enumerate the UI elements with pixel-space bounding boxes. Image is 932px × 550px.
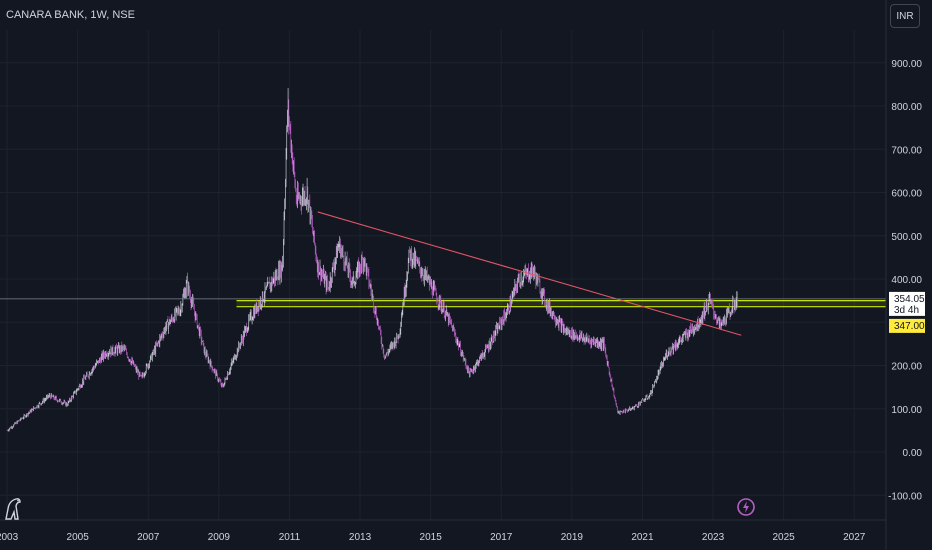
y-tick-label: 400.00 <box>891 275 922 286</box>
current-price-tag <box>889 291 925 316</box>
y-tick-label: 700.00 <box>891 145 922 156</box>
time-axis[interactable]: 2003 2005 2007 2009 2011 2013 2015 2017 2019 2021… <box>0 519 886 543</box>
trendline-segment[interactable] <box>317 211 742 336</box>
y-tick-label: 200.00 <box>891 362 922 373</box>
lightning-icon[interactable] <box>737 498 755 516</box>
chart-grid <box>0 30 886 520</box>
level-price-text: 347.00 <box>894 321 925 332</box>
zone-fill <box>236 300 886 307</box>
x-tick-label: 2015 <box>420 532 443 543</box>
symbol-title[interactable]: CANARA BANK, 1W, NSE <box>6 9 135 21</box>
x-tick-label: 2011 <box>279 532 301 543</box>
tradingview-logo-icon[interactable] <box>5 498 21 520</box>
currency-button[interactable]: INR <box>890 4 920 28</box>
y-tick-label: -100.00 <box>888 491 922 502</box>
x-tick-label: 2023 <box>702 532 725 543</box>
price-axis[interactable]: 900.00800.00700.00600.00500.00400.00300.… <box>885 0 923 550</box>
x-tick-label: 2017 <box>490 532 513 543</box>
x-tick-label: 2013 <box>349 532 372 543</box>
x-tick-label: 2003 <box>0 532 19 543</box>
current-price-text: 354.05 <box>894 294 925 305</box>
candlestick-series <box>6 88 738 432</box>
x-tick-label: 2021 <box>631 532 654 543</box>
x-tick-label: 2005 <box>67 532 90 543</box>
y-tick-label: 800.00 <box>891 102 922 113</box>
y-tick-label: 600.00 <box>891 189 922 200</box>
x-tick-label: 2027 <box>843 532 866 543</box>
x-tick-label: 2025 <box>773 532 796 543</box>
y-tick-label: 100.00 <box>891 405 922 416</box>
countdown-text: 3d 4h <box>894 305 919 316</box>
level-price-tag <box>889 318 925 333</box>
x-tick-label: 2019 <box>561 532 584 543</box>
y-tick-label: 500.00 <box>891 232 922 243</box>
y-tick-label: 900.00 <box>891 59 922 70</box>
x-tick-label: 2007 <box>137 532 160 543</box>
trendline[interactable] <box>317 211 742 336</box>
support-zone <box>236 300 886 308</box>
x-tick-label: 2009 <box>208 532 231 543</box>
y-tick-label: 0.00 <box>903 448 923 459</box>
